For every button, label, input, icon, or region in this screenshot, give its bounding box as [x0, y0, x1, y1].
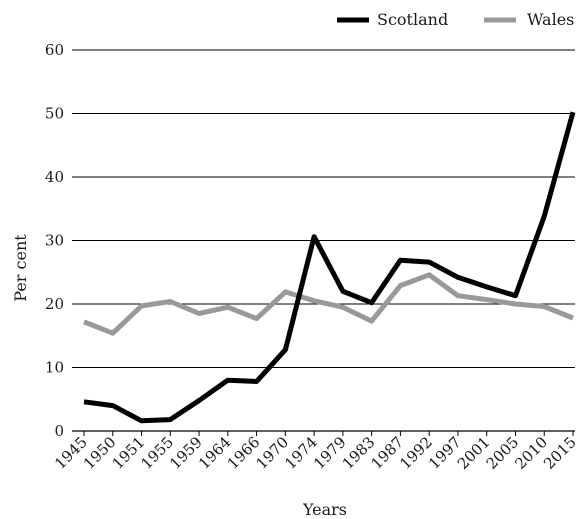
- x-tick-label: 1983: [339, 433, 379, 473]
- y-tick-label: 20: [45, 295, 64, 313]
- x-tick-label: 1951: [109, 433, 149, 473]
- x-tick-label: 1987: [368, 433, 408, 473]
- x-tick-label: 1979: [310, 433, 350, 473]
- x-axis-title: Years: [302, 500, 347, 519]
- x-tick-label: 2010: [511, 433, 551, 473]
- y-tick-label: 10: [45, 359, 64, 377]
- grid-lines: [72, 49, 575, 432]
- x-tick-label: 1997: [425, 433, 465, 473]
- series-line-wales: [83, 272, 574, 336]
- x-tick-label: 1959: [166, 433, 206, 473]
- legend-label-scotland: Scotland: [377, 10, 448, 29]
- series-lines: [83, 111, 576, 424]
- series-line-scotland: [83, 111, 576, 424]
- y-tick-label: 30: [45, 232, 64, 250]
- x-tick-label: 2005: [483, 433, 523, 473]
- x-tick-label: 1970: [252, 433, 292, 473]
- x-tick-label: 1950: [80, 433, 120, 473]
- y-axis-ticks: 0 10 20 30 40 50 60: [45, 41, 64, 440]
- legend-label-wales: Wales: [527, 10, 574, 29]
- x-tick-label: 2015: [540, 433, 580, 473]
- x-tick-label: 1966: [224, 433, 264, 473]
- y-tick-label: 40: [45, 168, 64, 186]
- x-tick-label: 1974: [281, 433, 321, 473]
- y-tick-label: 60: [45, 41, 64, 59]
- x-tick-label: 2001: [454, 433, 494, 473]
- x-tick-label: 1955: [137, 433, 177, 473]
- x-tick-label: 1964: [195, 433, 235, 473]
- y-tick-label: 0: [54, 422, 64, 440]
- x-tick-label: 1992: [396, 433, 436, 473]
- y-axis-title: Per cent: [11, 234, 30, 302]
- y-tick-label: 50: [45, 105, 64, 123]
- x-axis-ticks: 1945195019511955195919641966197019741979…: [51, 431, 580, 473]
- legend: Scotland Wales: [337, 10, 574, 29]
